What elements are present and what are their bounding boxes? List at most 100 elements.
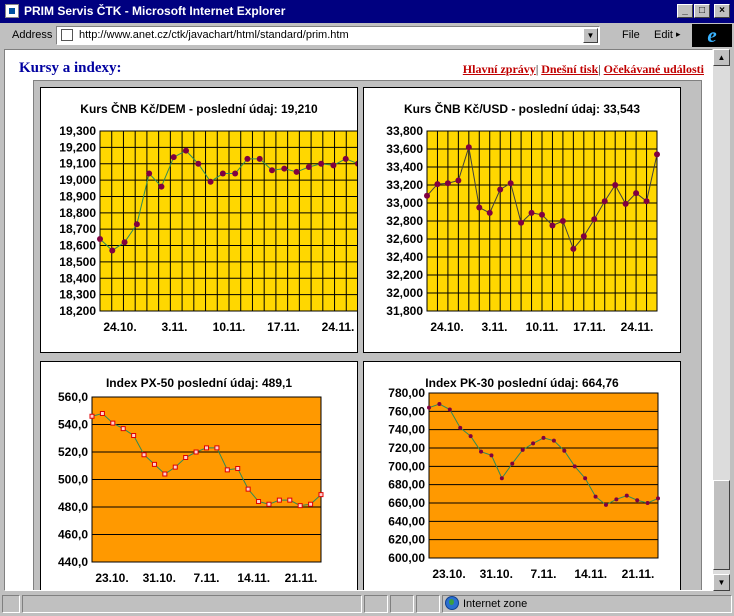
- y-tick-label: 18,600: [59, 239, 96, 253]
- x-tick-label: 7.11.: [530, 567, 556, 581]
- data-point: [549, 222, 556, 229]
- x-tick-label: 10.11.: [526, 320, 559, 334]
- address-dropdown-button[interactable]: ▼: [583, 28, 598, 43]
- data-point: [551, 438, 556, 443]
- data-point: [308, 501, 314, 507]
- link-hlavni-zpravy[interactable]: Hlavní zprávy: [462, 62, 536, 76]
- data-point: [654, 151, 660, 158]
- y-tick-label: 33,600: [386, 142, 423, 156]
- x-tick-label: 7.11.: [193, 571, 219, 585]
- data-point: [89, 413, 95, 419]
- data-point: [562, 448, 567, 453]
- link-ocekavane-udalosti[interactable]: Očekávané události: [603, 62, 704, 76]
- chart-svg: 440,0 460,0 480,0 500,0 520,0 540,0 560,0 23.10…: [58, 390, 324, 585]
- data-point: [162, 471, 168, 477]
- data-point: [193, 449, 199, 455]
- data-point: [204, 445, 209, 451]
- data-point: [133, 221, 140, 228]
- status-pane: [390, 595, 414, 613]
- chart-title: Kurs ČNB Kč/USD - poslední údaj: 33,543: [403, 102, 641, 116]
- data-point: [330, 162, 337, 169]
- minimize-button[interactable]: _: [677, 4, 693, 18]
- data-point: [172, 464, 178, 470]
- x-tick-label: 3.11.: [161, 320, 187, 334]
- page-title: Kursy a indexy:: [19, 60, 122, 76]
- ie-logo-icon: e: [692, 24, 732, 47]
- vertical-scrollbar[interactable]: ▲ ▼: [713, 49, 730, 591]
- data-point: [151, 461, 157, 467]
- data-point: [437, 402, 442, 406]
- data-point: [633, 190, 640, 197]
- data-point: [266, 501, 272, 507]
- x-tick-label: 10.11.: [213, 320, 246, 334]
- x-tick-label: 23.10.: [432, 567, 465, 581]
- data-point: [141, 452, 147, 458]
- data-point: [195, 160, 202, 167]
- data-point: [276, 497, 282, 503]
- link-dnesni-tisk[interactable]: Dnešní tisk: [541, 62, 599, 76]
- x-tick-label: 21.11.: [622, 567, 655, 581]
- data-point: [235, 466, 241, 471]
- address-url[interactable]: http://www.anet.cz/ctk/javachart/html/st…: [79, 29, 349, 41]
- data-point: [297, 503, 303, 509]
- chart-panel-dem: 18,200 18,300 18,400 18,500 18,600 18,700 18,8…: [40, 87, 358, 353]
- data-point: [232, 170, 239, 177]
- data-point: [601, 198, 608, 205]
- address-input[interactable]: http://www.anet.cz/ctk/javachart/html/st…: [56, 26, 600, 45]
- data-point: [476, 204, 483, 211]
- y-tick-label: 18,200: [59, 304, 96, 318]
- close-button[interactable]: ×: [714, 4, 730, 18]
- data-point: [656, 496, 660, 501]
- x-tick-label: 14.11.: [237, 571, 270, 585]
- y-tick-label: 620,00: [388, 533, 425, 547]
- data-point: [580, 233, 587, 240]
- data-point: [486, 209, 493, 216]
- data-point: [455, 177, 462, 184]
- data-point: [158, 183, 165, 190]
- data-point: [591, 216, 598, 223]
- scroll-down-button[interactable]: ▼: [713, 574, 730, 591]
- scroll-up-button[interactable]: ▲: [713, 49, 730, 66]
- status-pane: [364, 595, 388, 613]
- x-tick-label: 17.11.: [573, 320, 606, 334]
- status-text-pane: [22, 595, 362, 613]
- title-bar: PRIM Servis ČTK - Microsoft Internet Exp…: [0, 0, 734, 23]
- y-tick-label: 18,500: [59, 255, 96, 269]
- data-point: [447, 407, 452, 412]
- x-tick-label: 31.10.: [143, 571, 176, 585]
- data-point: [293, 168, 300, 175]
- scroll-thumb[interactable]: [713, 480, 730, 570]
- data-point: [518, 219, 525, 226]
- x-tick-label: 23.10.: [95, 571, 128, 585]
- x-tick-label: 14.11.: [574, 567, 607, 581]
- data-point: [643, 198, 650, 205]
- data-point: [531, 441, 536, 446]
- menu-file[interactable]: File: [622, 29, 640, 41]
- x-tick-label: 21.11.: [285, 571, 318, 585]
- data-point: [183, 455, 189, 460]
- y-tick-label: 31,800: [386, 304, 423, 318]
- data-point: [458, 425, 463, 430]
- data-point: [499, 476, 504, 481]
- data-point: [109, 247, 116, 254]
- y-tick-label: 33,800: [386, 124, 423, 138]
- status-page-icon: [2, 595, 20, 613]
- data-point: [434, 181, 441, 188]
- y-tick-label: 700,00: [388, 459, 425, 473]
- page-content: Kursy a indexy: Hlavní zprávy| Dnešní ti…: [4, 49, 713, 591]
- y-tick-label: 19,300: [59, 124, 96, 138]
- data-point: [269, 167, 275, 174]
- data-point: [318, 492, 324, 498]
- menu-edit[interactable]: Edit: [654, 29, 673, 41]
- ie-window-icon[interactable]: [5, 4, 19, 18]
- data-point: [146, 170, 153, 177]
- data-point: [444, 180, 451, 187]
- chart-panel-pk30: 600,00 620,00 640,00 660,00 680,00 700,00 720,…: [363, 361, 681, 590]
- maximize-button[interactable]: □: [694, 4, 710, 18]
- data-point: [305, 164, 312, 170]
- data-point: [614, 497, 619, 502]
- data-point: [645, 501, 650, 505]
- link-separator: |: [535, 62, 539, 76]
- menu-overflow-chevron-icon[interactable]: ▸: [676, 29, 681, 39]
- data-point: [593, 494, 598, 499]
